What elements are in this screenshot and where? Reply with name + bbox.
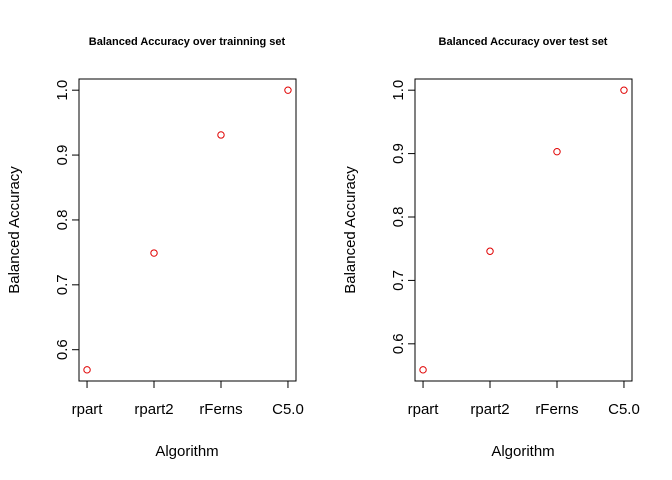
training-panel: Balanced Accuracy over trainning set 0.6… <box>6 36 304 460</box>
test-point-c50 <box>620 86 628 94</box>
training-x-tick-label: rpart <box>72 401 104 418</box>
training-x-axis: rpart rpart2 rFerns C5.0 <box>72 380 304 418</box>
training-point-rpart <box>83 366 91 374</box>
training-x-tick-label: C5.0 <box>272 401 304 418</box>
test-x-tick-label: rFerns <box>535 401 578 418</box>
training-x-tick-label: rFerns <box>199 401 242 418</box>
test-y-tick-label: 0.9 <box>390 143 407 164</box>
test-panel: Balanced Accuracy over test set 0.60.70.… <box>342 36 640 460</box>
test-title: Balanced Accuracy over test set <box>439 36 608 48</box>
test-point-rpart <box>419 366 427 374</box>
training-y-tick-label: 0.8 <box>54 210 71 231</box>
training-y-tick-label: 0.9 <box>54 145 71 166</box>
training-points <box>83 86 292 374</box>
test-y-tick-label: 0.7 <box>390 270 407 291</box>
training-x-tick-label: rpart2 <box>134 401 173 418</box>
test-y-tick-label: 0.8 <box>390 207 407 228</box>
test-x-tick-label: rpart <box>408 401 440 418</box>
test-x-tick-label: rpart2 <box>470 401 509 418</box>
test-x-axis: rpart rpart2 rFerns C5.0 <box>408 380 640 418</box>
training-title: Balanced Accuracy over trainning set <box>89 36 286 48</box>
training-y-tick-label: 0.7 <box>54 274 71 295</box>
training-point-rferns <box>217 131 225 139</box>
training-y-axis-label: Balanced Accuracy <box>6 166 23 294</box>
training-y-tick-label: 0.6 <box>54 339 71 360</box>
test-plot-box <box>414 78 633 382</box>
test-y-tick-label: 1.0 <box>390 80 407 101</box>
test-x-tick-label: C5.0 <box>608 401 640 418</box>
training-y-axis: 0.6 0.7 0.8 0.9 1.0 <box>54 80 80 360</box>
training-point-rpart2 <box>150 249 158 257</box>
training-x-axis-label: Algorithm <box>155 443 218 460</box>
test-point-rferns <box>553 147 561 156</box>
test-points <box>419 86 628 374</box>
training-plot-box <box>78 78 297 382</box>
test-y-tick-label: 0.6 <box>390 333 407 354</box>
test-point-rpart2 <box>486 247 494 255</box>
test-y-axis: 0.6 0.7 0.8 0.9 1.0 <box>390 80 416 354</box>
test-x-axis-label: Algorithm <box>491 443 554 460</box>
training-y-tick-label: 1.0 <box>54 80 71 101</box>
test-y-axis-label: Balanced Accuracy <box>342 166 359 294</box>
training-point-c50 <box>284 86 292 94</box>
